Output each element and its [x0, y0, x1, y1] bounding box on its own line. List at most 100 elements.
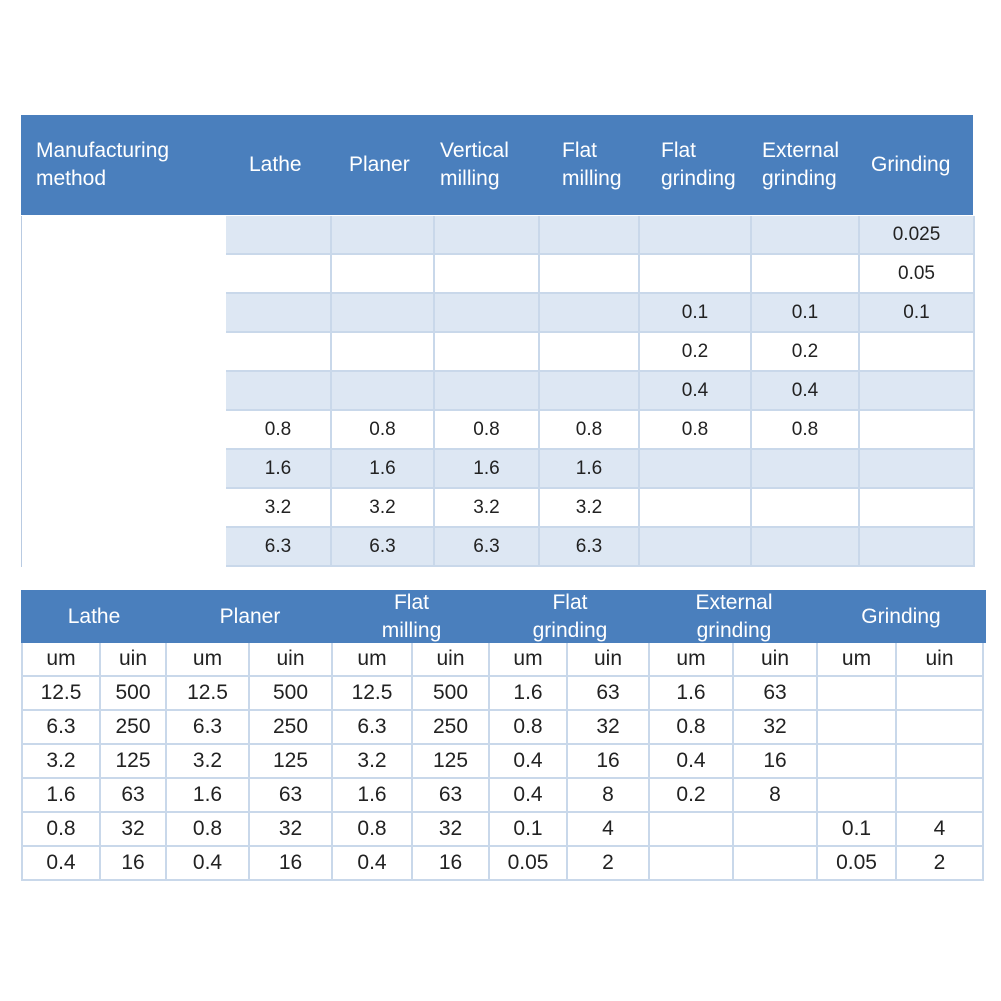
table1-header-col: Lathe [249, 115, 329, 215]
table1-column-divider [330, 216, 332, 567]
table-cell: 63 [101, 779, 167, 813]
table-cell: 1.6 [226, 450, 330, 489]
table2-header-col: External grinding [650, 590, 818, 643]
unit-header-cell: uin [897, 643, 984, 677]
table-cell: 1.6 [333, 779, 413, 813]
header-line1: Flat [661, 139, 697, 162]
table-cell: 3.2 [540, 489, 638, 528]
method-label-line1: Manufacturing [36, 139, 170, 162]
table-cell: 125 [101, 745, 167, 779]
header-line2: milling [562, 167, 622, 190]
header-line2: grinding [661, 167, 736, 190]
table-cell: 63 [250, 779, 333, 813]
table-row: 3.2 3.2 3.2 3.2 [226, 489, 973, 528]
table-cell: 32 [734, 711, 818, 745]
unit-header-cell: um [650, 643, 734, 677]
table-cell: 63 [734, 677, 818, 711]
table-cell [226, 216, 330, 255]
table-cell [752, 255, 858, 294]
table-cell [734, 847, 818, 881]
table-cell: 250 [250, 711, 333, 745]
table1-header: Manufacturing method Lathe Planer Vertical… [21, 115, 973, 215]
table-cell [540, 216, 638, 255]
table-cell: 8 [734, 779, 818, 813]
table-cell: 0.8 [435, 411, 538, 450]
table1-header-method: Manufacturing method [36, 115, 236, 215]
header-line1: Vertical [440, 139, 509, 162]
table-cell [540, 294, 638, 333]
table-cell [435, 372, 538, 411]
table-row: 1.6 1.6 1.6 1.6 [226, 450, 973, 489]
unit-header-cell: uin [568, 643, 650, 677]
header-line1: Planer [219, 604, 281, 628]
table-cell: 3.2 [167, 745, 250, 779]
table-cell: 0.4 [490, 745, 568, 779]
table-cell [818, 711, 897, 745]
header-line2: milling [440, 167, 500, 190]
table-row: 0.4 0.4 [226, 372, 973, 411]
table-cell: 32 [250, 813, 333, 847]
table-cell [897, 711, 984, 745]
header-line1: External [695, 590, 773, 614]
table-cell [226, 372, 330, 411]
unit-header-cell: um [490, 643, 568, 677]
table-cell [860, 450, 973, 489]
table1-column-divider [858, 216, 860, 567]
unit-header-cell: uin [250, 643, 333, 677]
unit-header-cell: um [333, 643, 413, 677]
table-cell: 0.4 [21, 847, 101, 881]
table-cell: 4 [568, 813, 650, 847]
table-cell: 1.6 [435, 450, 538, 489]
table2-body: um uin um uin um uin um uin um uin um uin 12.5 500 12.… [21, 643, 986, 883]
table-cell: 0.4 [490, 779, 568, 813]
table-cell [650, 813, 734, 847]
table1-header-col: Flat grinding [661, 115, 751, 215]
table-cell [860, 411, 973, 450]
table-cell [435, 216, 538, 255]
header-line1: Planer [349, 153, 410, 176]
table-row: 0.025 [226, 216, 973, 255]
table2-header-col: Flat grinding [490, 590, 650, 643]
table-cell: 125 [413, 745, 490, 779]
table-cell: 3.2 [226, 489, 330, 528]
table-cell [540, 255, 638, 294]
table-cell [734, 813, 818, 847]
table-cell [640, 489, 750, 528]
unit-header-cell: uin [101, 643, 167, 677]
table-cell: 3.2 [21, 745, 101, 779]
table-cell [897, 677, 984, 711]
method-label-line2: method [36, 167, 107, 190]
table-cell: 0.8 [490, 711, 568, 745]
table-cell [860, 333, 973, 372]
table-cell: 0.8 [167, 813, 250, 847]
header-line1: Flat [552, 590, 588, 614]
header-line1: Grinding [871, 153, 951, 176]
table-cell [860, 372, 973, 411]
table-cell [226, 333, 330, 372]
table-cell [650, 847, 734, 881]
table-cell: 500 [101, 677, 167, 711]
table-cell: 6.3 [226, 528, 330, 567]
table-cell: 12.5 [333, 677, 413, 711]
table-cell: 32 [413, 813, 490, 847]
header-line2: grinding [532, 618, 608, 642]
table-cell [332, 255, 433, 294]
table-cell [818, 779, 897, 813]
table2-header: Lathe Planer Flat milling Flat grinding Extern… [21, 590, 986, 643]
table-cell [752, 528, 858, 567]
table-cell: 0.1 [818, 813, 897, 847]
table-cell [435, 294, 538, 333]
table-cell: 3.2 [435, 489, 538, 528]
table-cell: 250 [101, 711, 167, 745]
table1-column-divider [638, 216, 640, 567]
unit-header-cell: uin [413, 643, 490, 677]
header-line1: Lathe [67, 604, 121, 628]
table-cell: 63 [413, 779, 490, 813]
table1-column-divider [973, 216, 975, 567]
table-cell: 0.8 [540, 411, 638, 450]
table-cell: 0.2 [640, 333, 750, 372]
table-cell: 16 [101, 847, 167, 881]
table-cell: 1.6 [21, 779, 101, 813]
table-cell: 16 [413, 847, 490, 881]
unit-header-cell: um [818, 643, 897, 677]
